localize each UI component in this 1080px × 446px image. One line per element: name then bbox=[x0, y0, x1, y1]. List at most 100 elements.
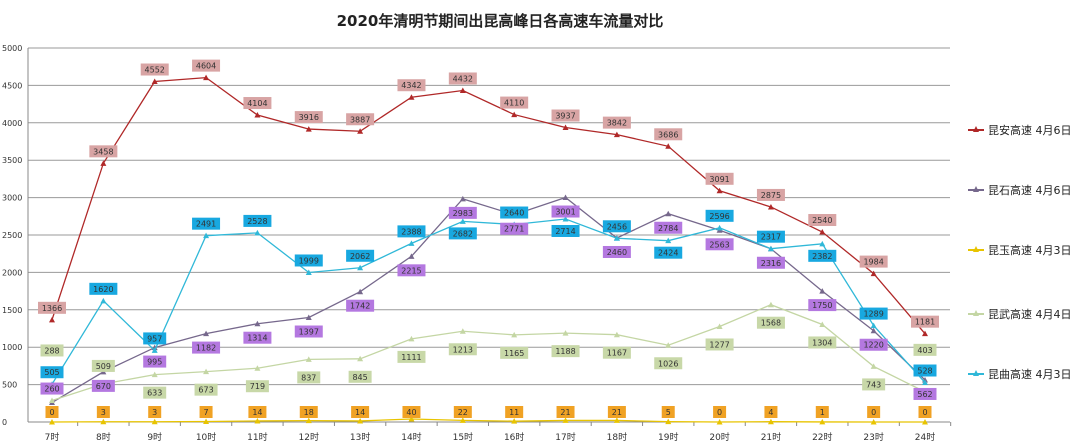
data-label: 3001 bbox=[555, 208, 575, 217]
data-point bbox=[203, 74, 210, 81]
x-tick-label: 16时 bbox=[504, 431, 524, 443]
legend-item: 昆安高速 4月6日 bbox=[968, 122, 1072, 138]
data-point bbox=[767, 301, 774, 308]
data-point bbox=[151, 418, 158, 425]
data-label-bg bbox=[199, 406, 213, 418]
data-point bbox=[305, 126, 312, 132]
data-label: 1304 bbox=[812, 338, 832, 347]
data-point bbox=[511, 331, 518, 338]
data-label-bg bbox=[96, 406, 110, 418]
data-label: 1165 bbox=[504, 349, 524, 358]
data-point bbox=[100, 297, 107, 304]
data-point bbox=[819, 240, 826, 247]
data-label-bg bbox=[294, 111, 323, 124]
data-label: 288 bbox=[44, 346, 59, 355]
data-label: 14 bbox=[252, 408, 262, 417]
data-label-bg bbox=[89, 282, 118, 295]
data-point bbox=[357, 417, 364, 424]
legend-marker-icon bbox=[968, 370, 984, 376]
data-label: 2317 bbox=[761, 233, 781, 242]
data-label-bg bbox=[346, 299, 375, 312]
data-label-bg bbox=[346, 113, 375, 126]
data-label-bg bbox=[764, 406, 778, 418]
data-label: 1314 bbox=[247, 334, 267, 343]
data-label: 2540 bbox=[812, 216, 832, 225]
data-label-bg bbox=[551, 109, 580, 122]
data-label-bg bbox=[245, 380, 269, 393]
data-label: 3842 bbox=[607, 119, 627, 128]
data-point bbox=[408, 416, 415, 422]
data-label-bg bbox=[40, 382, 64, 395]
data-label: 2388 bbox=[401, 227, 421, 236]
data-point bbox=[665, 418, 672, 425]
data-label: 2563 bbox=[709, 240, 729, 249]
data-point bbox=[922, 379, 928, 386]
data-label: 1026 bbox=[658, 359, 678, 368]
data-label-bg bbox=[45, 406, 59, 418]
data-label: 1984 bbox=[863, 258, 883, 267]
data-label-bg bbox=[89, 145, 118, 158]
data-label-bg bbox=[815, 406, 829, 418]
data-label-bg bbox=[397, 264, 426, 277]
data-label: 670 bbox=[96, 382, 111, 391]
data-label: 3887 bbox=[350, 115, 370, 124]
series-line bbox=[51, 304, 926, 402]
data-label-bg bbox=[40, 344, 64, 357]
data-label: 2714 bbox=[555, 227, 575, 236]
data-label: 3458 bbox=[93, 147, 113, 156]
y-tick-label: 1000 bbox=[2, 343, 22, 352]
data-point bbox=[613, 131, 620, 138]
data-label-bg bbox=[500, 346, 529, 359]
data-point bbox=[767, 418, 774, 425]
y-tick-label: 3000 bbox=[2, 194, 22, 203]
data-point bbox=[562, 417, 569, 423]
x-tick-label: 12时 bbox=[299, 431, 319, 443]
data-point bbox=[665, 143, 672, 149]
x-tick-label: 10时 bbox=[196, 431, 216, 443]
data-label-bg bbox=[248, 406, 267, 418]
data-point bbox=[767, 203, 774, 210]
data-point bbox=[613, 417, 620, 423]
data-point bbox=[562, 194, 569, 201]
data-point bbox=[562, 215, 569, 222]
data-label-bg bbox=[297, 371, 321, 384]
data-label-bg bbox=[551, 205, 580, 218]
data-label: 1277 bbox=[709, 340, 729, 349]
data-label: 1111 bbox=[401, 353, 421, 362]
data-point bbox=[305, 356, 312, 362]
data-point bbox=[459, 87, 466, 93]
data-label-bg bbox=[654, 357, 683, 370]
data-label: 719 bbox=[250, 382, 265, 391]
data-label-bg bbox=[448, 227, 477, 240]
data-point bbox=[254, 229, 261, 236]
data-point bbox=[254, 417, 261, 424]
data-label-bg bbox=[913, 387, 937, 400]
legend-marker-icon bbox=[968, 126, 984, 132]
data-label-bg bbox=[705, 338, 734, 351]
data-label: 1188 bbox=[555, 347, 575, 356]
data-label: 633 bbox=[147, 389, 162, 398]
data-label-bg bbox=[40, 366, 64, 379]
data-label-bg bbox=[705, 172, 734, 185]
legend-item: 昆玉高速 4月3日 bbox=[968, 242, 1072, 258]
data-point bbox=[716, 224, 723, 231]
data-point bbox=[819, 288, 826, 294]
series-line bbox=[51, 418, 925, 423]
data-point bbox=[613, 235, 620, 241]
x-tick-label: 22时 bbox=[812, 431, 832, 443]
data-label: 1397 bbox=[299, 328, 319, 337]
data-label: 21 bbox=[612, 408, 622, 417]
data-label-bg bbox=[913, 343, 937, 356]
data-label-bg bbox=[143, 332, 167, 345]
data-point bbox=[716, 187, 723, 194]
data-label-bg bbox=[505, 406, 524, 418]
data-point bbox=[305, 417, 312, 424]
data-label: 562 bbox=[917, 390, 932, 399]
data-label: 673 bbox=[198, 386, 213, 395]
data-label: 1366 bbox=[42, 304, 62, 313]
x-tick-label: 13时 bbox=[350, 431, 370, 443]
data-point bbox=[408, 253, 415, 259]
data-point bbox=[870, 363, 877, 369]
x-tick-label: 24时 bbox=[915, 431, 935, 443]
